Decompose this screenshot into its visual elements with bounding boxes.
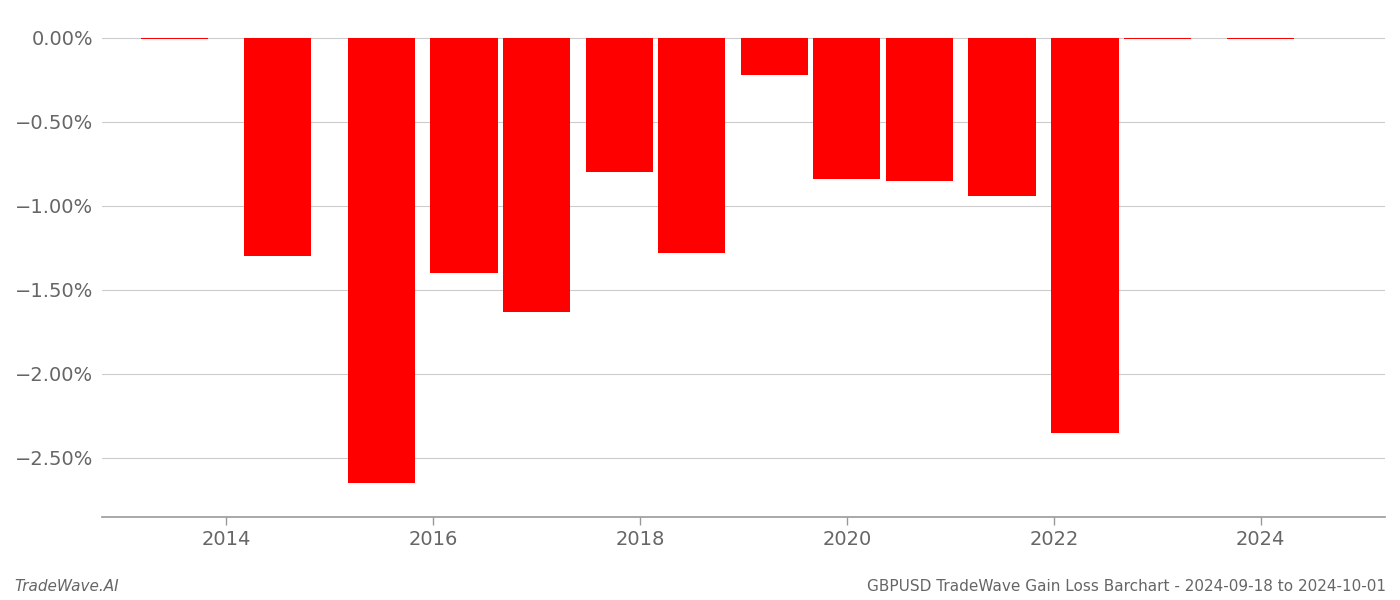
Bar [741,38,808,75]
Bar [969,38,1036,196]
Text: TradeWave.AI: TradeWave.AI [14,579,119,594]
Bar [813,38,881,179]
Bar [430,38,497,273]
Bar [1051,38,1119,433]
Bar [1228,38,1295,40]
Text: GBPUSD TradeWave Gain Loss Barchart - 2024-09-18 to 2024-10-01: GBPUSD TradeWave Gain Loss Barchart - 20… [867,579,1386,594]
Bar [886,38,953,181]
Bar [244,38,311,256]
Bar [658,38,725,253]
Bar [503,38,570,312]
Bar [140,38,207,40]
Bar [347,38,414,483]
Bar [1124,38,1191,40]
Bar [585,38,652,172]
